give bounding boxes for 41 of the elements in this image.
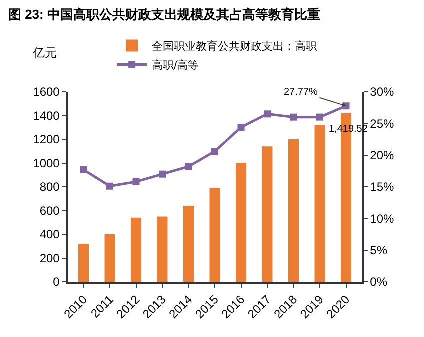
point: [80, 166, 88, 174]
point: [238, 124, 245, 131]
point: [316, 114, 324, 121]
y-tick-label: 200: [40, 251, 60, 266]
bar: [104, 234, 116, 282]
y-tick-label: 0: [53, 275, 60, 290]
bar: [157, 216, 168, 282]
point: [212, 148, 218, 156]
bar: [131, 218, 142, 282]
point: [290, 114, 298, 121]
bar: [184, 206, 194, 282]
bar: [236, 163, 246, 282]
point: [185, 163, 192, 170]
y2-tick-label: 0%: [370, 275, 388, 290]
y2-tick-label: 10%: [370, 212, 394, 226]
y-tick-label: 800: [40, 180, 60, 194]
point: [132, 178, 140, 186]
data-label: 27.77%: [284, 87, 318, 98]
bar: [288, 140, 299, 282]
y-tick-label: 400: [40, 228, 60, 242]
y-tick-label: 1400: [33, 108, 60, 123]
y-tick-label: 1600: [33, 85, 60, 100]
y2-tick-label: 5%: [370, 244, 388, 258]
legend-label: 全国职业教育公共财政支出：高职: [152, 40, 318, 53]
y2-tick-label: 20%: [370, 148, 394, 163]
chart-title: 图 23: 中国高职公共财政支出规模及其占高等教育比重: [8, 7, 320, 22]
y-tick-label: 1000: [33, 156, 60, 170]
y-tick-label: 1200: [33, 132, 60, 147]
point: [106, 182, 114, 190]
y2-tick-label: 30%: [370, 85, 394, 100]
bar: [314, 125, 326, 282]
bar: [78, 244, 89, 282]
bar: [262, 146, 273, 282]
legend-label: 高职/高等: [152, 58, 200, 72]
point: [264, 110, 271, 118]
y2-tick-label: 15%: [370, 180, 394, 194]
point: [159, 170, 166, 178]
y-axis-title: 亿元: [32, 46, 57, 60]
y-tick-label: 600: [40, 204, 60, 218]
y2-tick-label: 25%: [370, 116, 394, 131]
bar: [210, 188, 220, 282]
